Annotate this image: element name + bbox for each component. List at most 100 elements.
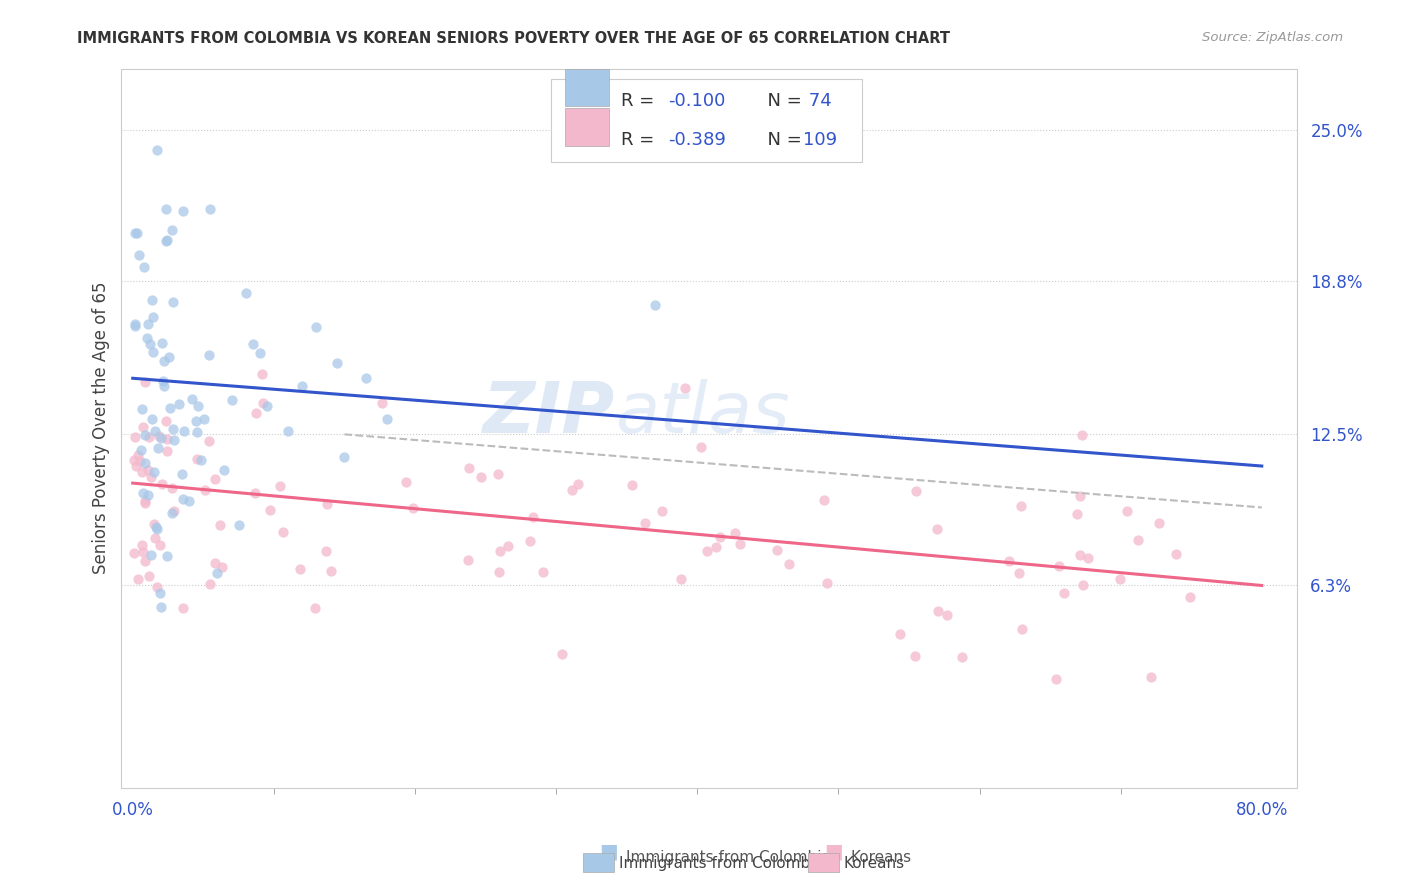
Point [242,337,264,351]
Point [288,562,311,576]
Point [134,456,156,470]
Point [167,397,190,411]
Point [204,472,226,486]
Point [131,401,153,416]
Point [889,627,911,641]
Point [190,453,212,467]
Point [256,399,278,413]
Point [778,557,800,571]
Point [163,504,186,518]
Point [131,538,153,552]
Text: Immigrants from Colombia: Immigrants from Colombia [619,856,824,871]
Point [1008,566,1031,580]
Point [129,442,152,457]
Point [634,516,657,530]
Point [304,601,326,615]
Point [1045,672,1067,686]
Point [1140,670,1163,684]
Text: ▪: ▪ [598,838,619,867]
Point [146,580,169,594]
Point [145,520,167,534]
Point [249,346,271,360]
Point [162,295,184,310]
Text: N =: N = [756,93,808,111]
Point [395,475,418,490]
Point [156,432,179,446]
Point [141,412,163,426]
Text: R =: R = [621,93,659,111]
Point [1147,516,1170,530]
Point [1116,504,1139,518]
Point [124,317,146,331]
Point [149,599,172,614]
Point [1126,533,1149,547]
Point [156,443,179,458]
Point [333,450,356,465]
Point [291,378,314,392]
Point [172,204,194,219]
Point [250,368,273,382]
Point [903,648,925,663]
Point [235,286,257,301]
Point [1053,586,1076,600]
Point [375,412,398,426]
Point [689,441,711,455]
Point [155,414,177,428]
Point [728,537,751,551]
Point [998,554,1021,568]
Point [155,202,177,217]
Point [214,463,236,477]
Point [243,485,266,500]
Point [1077,550,1099,565]
Point [269,479,291,493]
Point [316,497,339,511]
Point [207,566,229,580]
Point [148,428,170,442]
Point [354,371,377,385]
Point [228,518,250,533]
Point [157,350,180,364]
Point [1069,549,1091,563]
Y-axis label: Seniors Poverty Over the Age of 65: Seniors Poverty Over the Age of 65 [93,282,110,574]
Text: Source: ZipAtlas.com: Source: ZipAtlas.com [1202,31,1343,45]
Point [184,414,207,428]
Point [139,548,162,562]
Bar [565,69,609,106]
Point [149,538,172,552]
Point [489,544,512,558]
Point [150,431,173,445]
Text: -0.389: -0.389 [668,131,725,149]
Bar [551,79,862,162]
Point [950,650,973,665]
Point [561,483,583,498]
Text: Koreans: Koreans [851,850,911,865]
Point [131,465,153,479]
Point [815,576,838,591]
Point [1069,489,1091,503]
Point [139,337,162,351]
Point [134,553,156,567]
Point [145,531,167,545]
Point [172,467,194,482]
Point [134,375,156,389]
Text: ▪: ▪ [823,838,844,867]
Point [142,310,165,325]
Point [567,477,589,491]
Point [194,483,217,497]
Text: R =: R = [621,131,659,149]
Point [187,399,209,413]
Point [138,569,160,583]
Point [496,539,519,553]
Point [319,564,342,578]
Point [651,504,673,518]
Point [172,601,194,615]
Point [156,549,179,563]
Point [696,544,718,558]
Point [143,517,166,532]
Point [200,202,222,216]
Point [221,392,243,407]
Point [1011,623,1033,637]
Point [122,545,145,559]
Point [122,452,145,467]
Text: Koreans: Koreans [844,856,904,871]
